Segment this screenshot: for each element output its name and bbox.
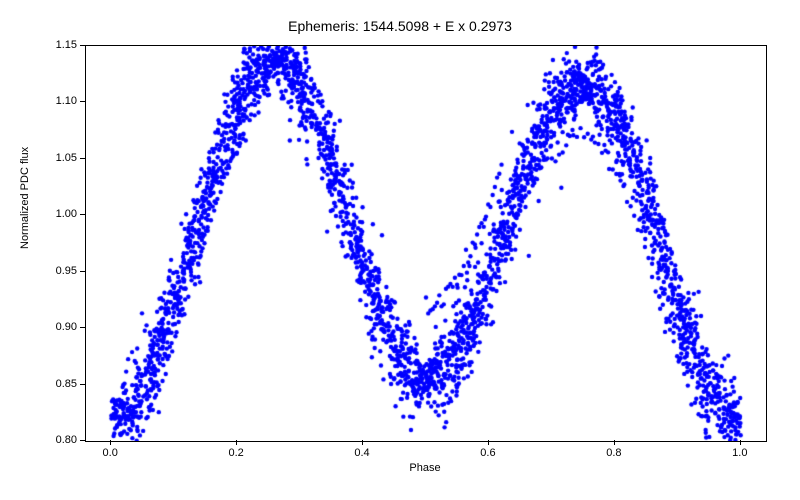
y-tick	[80, 158, 85, 159]
scatter-canvas	[86, 46, 766, 441]
y-tick-label: 1.00	[47, 208, 77, 220]
y-tick-label: 0.80	[47, 434, 77, 446]
x-axis-label: Phase	[85, 462, 765, 474]
x-tick-label: 0.8	[606, 447, 621, 459]
chart-title: Ephemeris: 1544.5098 + E x 0.2973	[0, 18, 800, 34]
x-tick	[488, 440, 489, 445]
plot-area	[85, 45, 767, 442]
x-tick	[236, 440, 237, 445]
x-tick-label: 1.0	[732, 447, 747, 459]
y-tick-label: 0.85	[47, 378, 77, 390]
x-tick	[740, 440, 741, 445]
y-tick-label: 1.10	[47, 95, 77, 107]
x-tick-label: 0.0	[103, 447, 118, 459]
y-tick	[80, 384, 85, 385]
y-tick-label: 1.05	[47, 152, 77, 164]
x-tick	[614, 440, 615, 445]
x-tick-label: 0.4	[354, 447, 369, 459]
x-tick	[362, 440, 363, 445]
x-tick	[110, 440, 111, 445]
x-tick-label: 0.2	[228, 447, 243, 459]
y-tick	[80, 101, 85, 102]
y-tick	[80, 327, 85, 328]
y-axis-label: Normalized PDC flux	[19, 229, 31, 249]
y-tick	[80, 271, 85, 272]
figure: Ephemeris: 1544.5098 + E x 0.2973 Normal…	[0, 0, 800, 500]
y-tick	[80, 45, 85, 46]
x-tick-label: 0.6	[480, 447, 495, 459]
y-tick-label: 0.90	[47, 321, 77, 333]
y-tick	[80, 214, 85, 215]
y-tick	[80, 440, 85, 441]
y-tick-label: 0.95	[47, 265, 77, 277]
y-tick-label: 1.15	[47, 39, 77, 51]
